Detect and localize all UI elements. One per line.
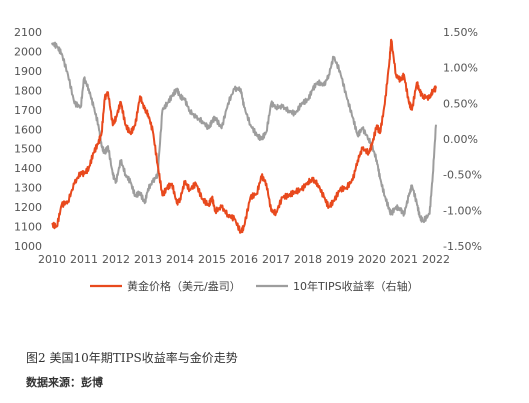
right-tick-label: 1.00%	[443, 62, 478, 75]
right-tick-label: -1.00%	[443, 204, 482, 217]
x-tick-label: 2019	[326, 253, 354, 266]
x-tick-label: 2016	[230, 253, 258, 266]
x-tick-label: 2022	[422, 253, 450, 266]
left-tick-label: 1000	[14, 240, 42, 253]
x-tick-label: 2011	[70, 253, 98, 266]
figure-caption: 图2 美国10年期TIPS收益率与金价走势	[26, 351, 238, 365]
x-tick-label: 2021	[390, 253, 418, 266]
left-tick-label: 1400	[14, 162, 42, 175]
x-tick-label: 2012	[102, 253, 130, 266]
right-axis-ticks: 1.50% 1.00% 0.50% 0.00% -0.50% -1.00% -1.50%	[443, 26, 482, 253]
left-tick-label: 1800	[14, 84, 42, 97]
left-tick-label: 1300	[14, 182, 42, 195]
x-axis-ticks: 2010 2011 2012 2013 2014 2015 2016 2017 2018 2019…	[38, 253, 450, 266]
right-tick-label: 1.50%	[443, 26, 478, 39]
left-tick-label: 1900	[14, 65, 42, 78]
left-tick-label: 1600	[14, 123, 42, 136]
right-tick-label: 0.50%	[443, 97, 478, 110]
gold-price-line	[51, 38, 437, 234]
left-tick-label: 1200	[14, 201, 42, 214]
right-tick-label: -0.50%	[443, 169, 482, 182]
left-tick-label: 1100	[14, 221, 42, 234]
legend-label-gold: 黄金价格（美元/盎司）	[127, 279, 241, 293]
left-tick-label: 2100	[14, 26, 42, 39]
right-tick-label: 0.00%	[443, 133, 478, 146]
left-tick-label: 2000	[14, 45, 42, 58]
x-tick-label: 2018	[294, 253, 322, 266]
x-tick-label: 2015	[198, 253, 226, 266]
left-tick-label: 1700	[14, 104, 42, 117]
legend: 黄金价格（美元/盎司） 10年TIPS收益率（右轴）	[90, 279, 419, 293]
left-tick-label: 1500	[14, 143, 42, 156]
x-tick-label: 2013	[134, 253, 162, 266]
left-axis-ticks: 2100 2000 1900 1800 1700 1600 1500 1400 1300 1200…	[14, 26, 42, 253]
x-tick-label: 2017	[262, 253, 290, 266]
right-tick-label: -1.50%	[443, 240, 482, 253]
x-tick-label: 2010	[38, 253, 66, 266]
data-source: 数据来源：彭博	[26, 376, 103, 389]
x-tick-label: 2020	[358, 253, 386, 266]
dual-axis-line-chart: 2100 2000 1900 1800 1700 1600 1500 1400 1300 1200…	[14, 26, 482, 293]
tips-yield-line	[51, 41, 437, 224]
x-tick-label: 2014	[166, 253, 194, 266]
legend-label-tips: 10年TIPS收益率（右轴）	[293, 279, 419, 293]
series-lines	[51, 38, 437, 234]
